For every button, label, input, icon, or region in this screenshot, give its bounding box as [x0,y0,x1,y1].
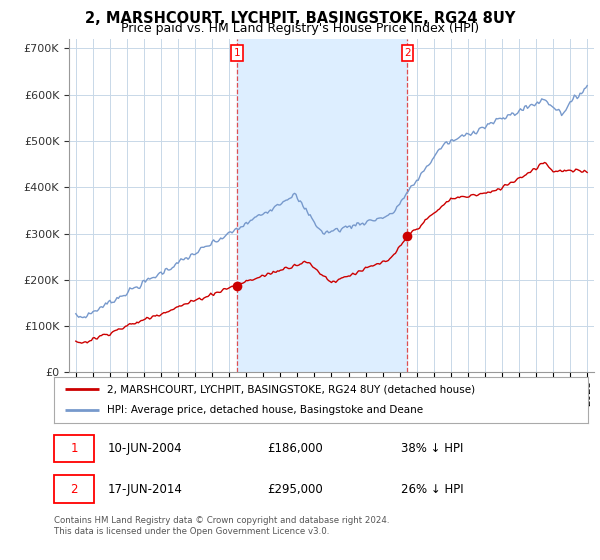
Text: 2: 2 [404,48,411,58]
Text: 2: 2 [70,483,78,496]
Text: 17-JUN-2014: 17-JUN-2014 [107,483,182,496]
Text: 1: 1 [70,442,78,455]
Text: £186,000: £186,000 [268,442,323,455]
Text: 2, MARSHCOURT, LYCHPIT, BASINGSTOKE, RG24 8UY: 2, MARSHCOURT, LYCHPIT, BASINGSTOKE, RG2… [85,11,515,26]
FancyBboxPatch shape [54,435,94,462]
Text: 26% ↓ HPI: 26% ↓ HPI [401,483,464,496]
Text: 1: 1 [234,48,241,58]
Text: £295,000: £295,000 [268,483,323,496]
Text: 2, MARSHCOURT, LYCHPIT, BASINGSTOKE, RG24 8UY (detached house): 2, MARSHCOURT, LYCHPIT, BASINGSTOKE, RG2… [107,384,476,394]
Text: Price paid vs. HM Land Registry's House Price Index (HPI): Price paid vs. HM Land Registry's House … [121,22,479,35]
Text: Contains HM Land Registry data © Crown copyright and database right 2024.
This d: Contains HM Land Registry data © Crown c… [54,516,389,536]
FancyBboxPatch shape [54,475,94,503]
Bar [237,39,407,372]
Text: 10-JUN-2004: 10-JUN-2004 [107,442,182,455]
Text: 38% ↓ HPI: 38% ↓ HPI [401,442,463,455]
Text: HPI: Average price, detached house, Basingstoke and Deane: HPI: Average price, detached house, Basi… [107,405,424,416]
